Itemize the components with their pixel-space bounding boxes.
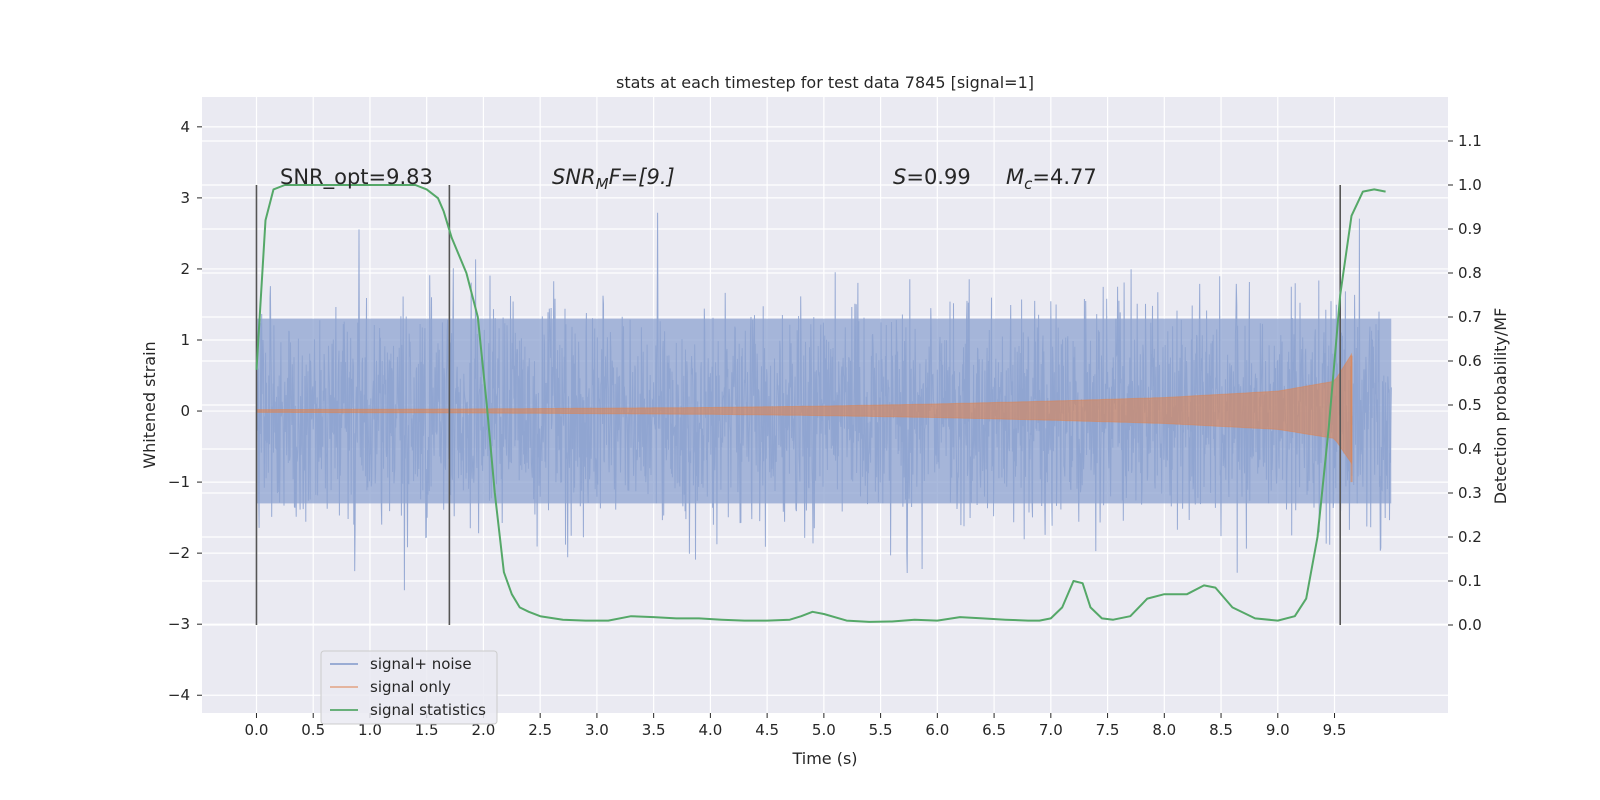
x-tick-label: 9.0 bbox=[1266, 721, 1290, 739]
y-tick-label: −3 bbox=[168, 615, 190, 633]
legend: signal+ noise signal only signal statist… bbox=[320, 650, 498, 725]
axis-ticks: 0.0 0.5 1.0 1.5 2.0 2.5 3.0 3.5 4.0 4.5 5.0 5.5 6.0 6… bbox=[168, 118, 1482, 739]
series-signal-statistics bbox=[255, 184, 1386, 623]
x-tick-label: 6.0 bbox=[925, 721, 949, 739]
legend-label-signal-only: signal only bbox=[370, 678, 451, 696]
annotation-chirp-mass: Mc=4.77 bbox=[1006, 165, 1097, 193]
signal-statistics-line bbox=[255, 184, 1386, 623]
x-tick-label: 3.0 bbox=[585, 721, 609, 739]
legend-label-signal-statistics: signal statistics bbox=[370, 701, 486, 719]
x-tick-label: 5.5 bbox=[869, 721, 893, 739]
x-tick-label: 0.0 bbox=[245, 721, 269, 739]
y-right-tick-label: 0.3 bbox=[1458, 484, 1482, 502]
legend-label-signal-plus-noise: signal+ noise bbox=[370, 655, 472, 673]
annotation-snr-mf: SNRMF=[9.] bbox=[552, 165, 675, 193]
y-right-tick-label: 0.1 bbox=[1458, 572, 1482, 590]
x-tick-label: 4.5 bbox=[755, 721, 779, 739]
x-tick-label: 1.0 bbox=[358, 721, 382, 739]
y-right-tick-label: 0.5 bbox=[1458, 396, 1482, 414]
y-tick-label: 2 bbox=[180, 260, 190, 278]
x-tick-label: 2.0 bbox=[471, 721, 495, 739]
x-tick-label: 7.0 bbox=[1039, 721, 1063, 739]
chart-title: stats at each timestep for test data 784… bbox=[616, 73, 1034, 92]
y-right-tick-label: 0.6 bbox=[1458, 352, 1482, 370]
x-tick-label: 6.5 bbox=[982, 721, 1006, 739]
y-right-tick-label: 0.8 bbox=[1458, 264, 1482, 282]
vertical-markers bbox=[255, 185, 1341, 625]
y-tick-label: 1 bbox=[180, 331, 190, 349]
y-tick-label: 3 bbox=[180, 189, 190, 207]
x-tick-label: 8.0 bbox=[1152, 721, 1176, 739]
y-right-tick-label: 1.1 bbox=[1458, 132, 1482, 150]
x-tick-label: 3.5 bbox=[642, 721, 666, 739]
y-axis-label: Whitened strain bbox=[140, 341, 159, 468]
x-axis-label: Time (s) bbox=[791, 749, 857, 768]
y-right-tick-label: 0.2 bbox=[1458, 528, 1482, 546]
x-tick-label: 8.5 bbox=[1209, 721, 1233, 739]
y-tick-label: 0 bbox=[180, 402, 190, 420]
annotation-s-statistic: S=0.99 bbox=[893, 165, 971, 189]
y-right-tick-label: 0.9 bbox=[1458, 220, 1482, 238]
y-right-tick-label: 0.0 bbox=[1458, 616, 1482, 634]
x-tick-label: 9.5 bbox=[1323, 721, 1347, 739]
annotation-snr-opt: SNR_opt=9.83 bbox=[280, 165, 433, 190]
x-tick-label: 0.5 bbox=[301, 721, 325, 739]
x-tick-label: 2.5 bbox=[528, 721, 552, 739]
x-tick-label: 5.0 bbox=[812, 721, 836, 739]
y-right-tick-label: 0.4 bbox=[1458, 440, 1482, 458]
series-signal-only bbox=[256, 352, 1353, 483]
x-tick-label: 1.5 bbox=[415, 721, 439, 739]
legend-box bbox=[320, 650, 498, 725]
y-tick-label: 4 bbox=[180, 118, 190, 136]
y-tick-label: −1 bbox=[168, 473, 190, 491]
y-right-axis-label: Detection probability/MF bbox=[1491, 308, 1510, 505]
y-right-tick-label: 1.0 bbox=[1458, 176, 1482, 194]
y-tick-label: −2 bbox=[168, 544, 190, 562]
y-right-tick-label: 0.7 bbox=[1458, 308, 1482, 326]
x-tick-label: 4.0 bbox=[698, 721, 722, 739]
x-tick-label: 7.5 bbox=[1096, 721, 1120, 739]
y-tick-label: −4 bbox=[168, 686, 190, 704]
